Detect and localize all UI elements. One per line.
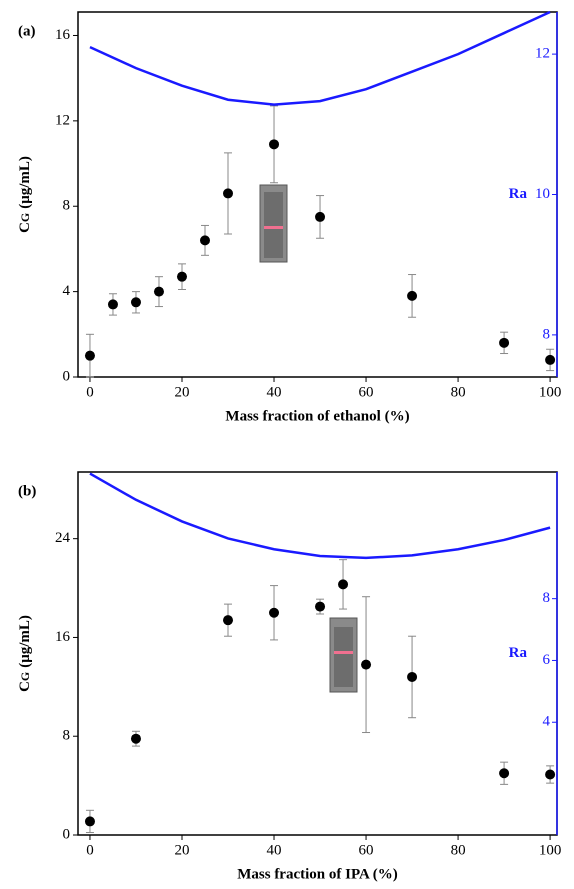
y-axis-title-main: C [17,681,33,692]
data-point [130,297,141,308]
y-tick-label: 0 [63,368,71,384]
data-point [84,816,95,827]
y-axis-title-unit: (μg/mL) [17,615,33,668]
y-tick-label: 16 [55,629,71,645]
data-point [223,188,234,199]
y-tick-label: 24 [55,530,71,546]
panel: 0 20 40 60 80 100 0 4 8 12 16 8 10 12 (a) Mass fraction… [17,10,562,424]
vial-body [334,627,353,687]
panel: 0 20 40 60 80 100 0 8 16 24 4 6 8 (b) Mass fraction of… [17,471,562,882]
data-point [176,271,187,282]
data-point [199,235,210,246]
y-axis-title-subscript: G [18,672,32,681]
x-tick-label: 0 [86,842,94,858]
y-tick-label: 4 [63,283,71,299]
x-axis-title: Mass fraction of IPA (%) [237,866,398,882]
y-tick-label: 16 [55,27,71,43]
inset-vial [259,184,288,263]
y2-axis-title: Ra [509,186,528,202]
data-point [269,139,280,150]
y-axis-title: CG (μg/mL) [17,156,33,233]
y-tick-label: 12 [55,112,70,128]
y2-tick-label: 8 [543,326,551,342]
y2-tick-label: 6 [543,652,551,668]
x-tick-label: 20 [174,384,189,400]
data-point [499,337,510,348]
x-tick-label: 0 [86,384,94,400]
data-point [361,659,372,670]
x-axis-title: Mass fraction of ethanol (%) [225,408,409,424]
y2-axis-title: Ra [509,645,528,661]
y-axis-title-unit: (μg/mL) [17,156,33,209]
y-tick-label: 8 [63,198,71,214]
data-point [84,350,95,361]
data-point [545,769,556,780]
y2-tick-label: 12 [535,46,550,62]
y-axis-title-subscript: G [18,213,32,222]
y-tick-label: 0 [63,826,71,842]
data-point [107,299,118,310]
x-tick-label: 60 [359,842,374,858]
x-tick-label: 80 [451,384,466,400]
x-tick-label: 80 [451,842,466,858]
plot-frame [77,471,558,836]
panel-label: (b) [18,483,36,499]
data-point [269,607,280,618]
data-point [130,733,141,744]
laser-line [264,226,283,229]
panel-label: (a) [18,23,36,39]
y-axis-title-main: C [17,222,33,233]
x-tick-label: 100 [539,384,562,400]
inset-vial [329,617,358,693]
y2-tick-label: 4 [543,714,551,730]
ra-curve [89,472,551,560]
y-tick-label: 8 [63,728,71,744]
y2-tick-label: 10 [535,186,550,202]
data-point [223,615,234,626]
x-tick-label: 40 [267,842,282,858]
data-point [545,354,556,365]
data-point [407,671,418,682]
vial-body [264,192,283,258]
y-axis-title: CG (μg/mL) [17,615,33,692]
x-tick-label: 20 [174,842,189,858]
laser-line [334,651,353,654]
x-tick-label: 100 [539,842,562,858]
x-tick-label: 40 [267,384,282,400]
ra-curve [89,10,551,106]
data-point [407,290,418,301]
data-point [315,211,326,222]
x-tick-label: 60 [359,384,374,400]
plot-frame [77,11,558,378]
data-point [499,768,510,779]
data-point [338,579,349,590]
data-point [315,601,326,612]
data-point [153,286,164,297]
y2-tick-label: 8 [543,590,551,606]
